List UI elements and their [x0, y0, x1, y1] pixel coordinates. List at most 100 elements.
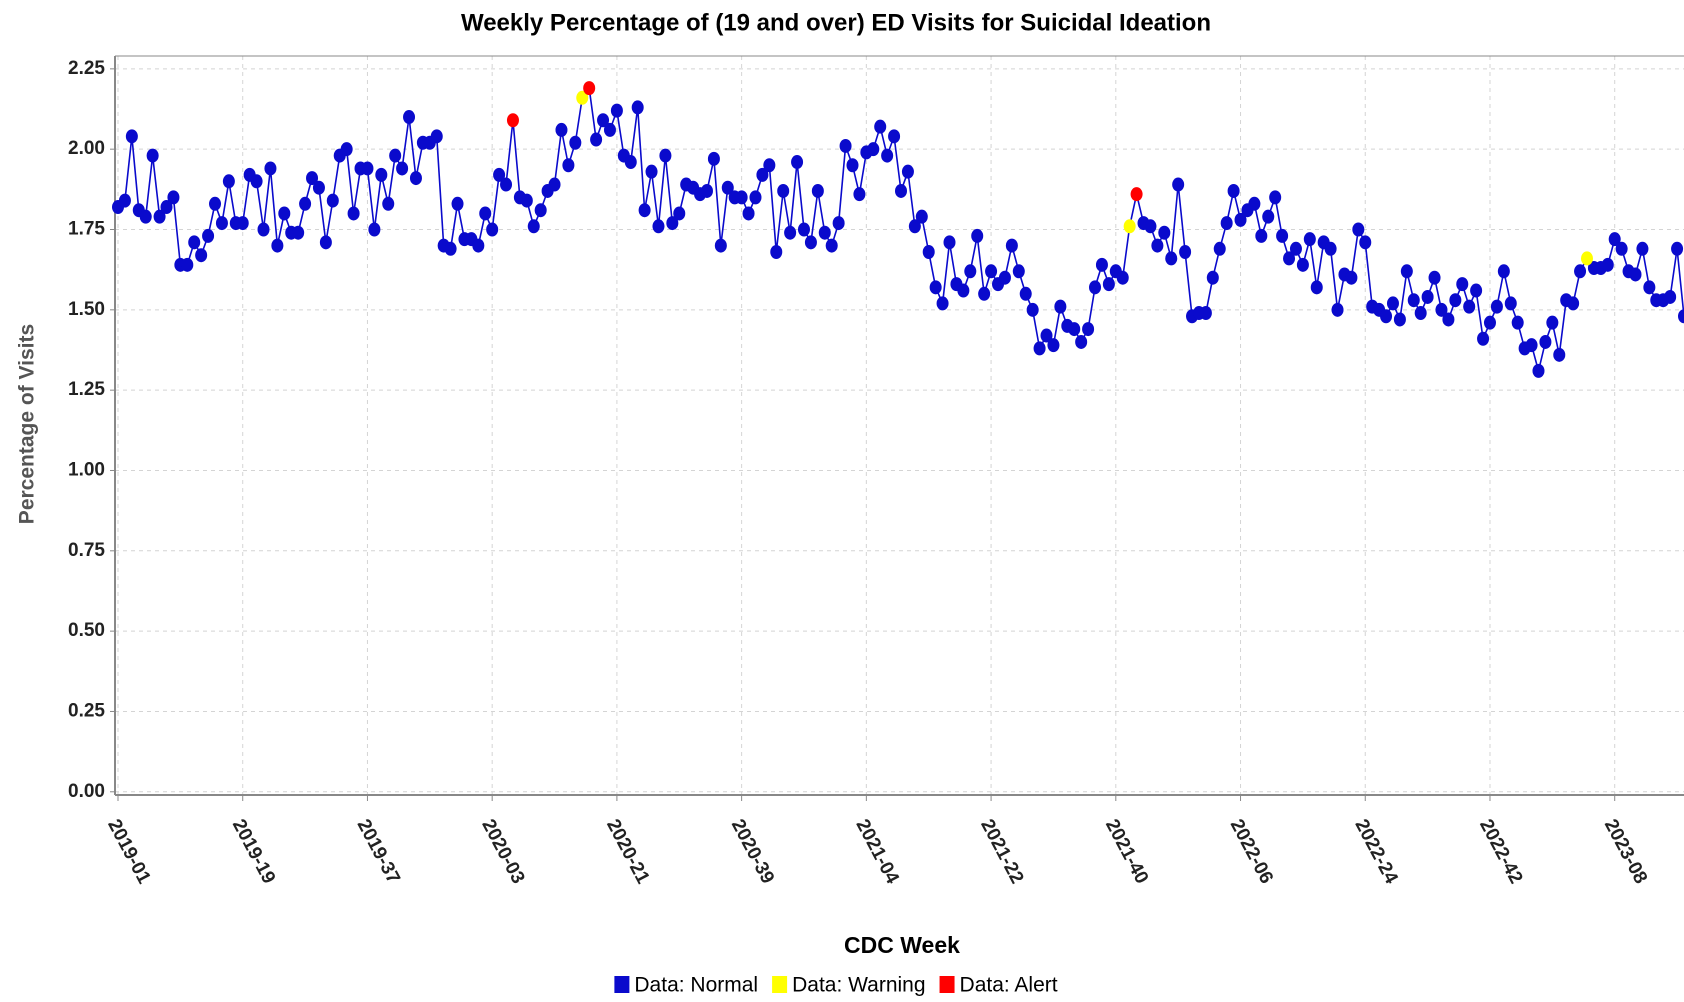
data-point — [1490, 299, 1503, 314]
data-point — [375, 167, 388, 182]
data-point — [361, 161, 374, 176]
data-point — [1470, 283, 1483, 298]
data-point — [562, 158, 575, 173]
x-tick-label: 2020-39 — [727, 816, 778, 887]
data-point — [1532, 363, 1545, 378]
data-point — [784, 225, 797, 240]
data-point — [1130, 187, 1143, 202]
x-tick-label: 2021-22 — [976, 816, 1027, 887]
data-point — [825, 238, 838, 253]
data-point — [271, 238, 284, 253]
data-point — [1386, 296, 1399, 311]
data-point — [1483, 315, 1496, 330]
data-point — [700, 183, 713, 198]
data-point — [188, 235, 201, 250]
data-point — [312, 180, 325, 195]
data-point — [576, 90, 589, 105]
data-point — [853, 187, 866, 202]
data-point — [1102, 277, 1115, 292]
data-point — [534, 203, 547, 218]
data-point — [222, 174, 235, 189]
data-point — [236, 216, 249, 231]
data-point — [1303, 232, 1316, 247]
data-point — [264, 161, 277, 176]
data-point — [707, 151, 720, 166]
data-point — [1671, 241, 1684, 256]
data-point — [638, 203, 651, 218]
data-point — [278, 206, 291, 221]
data-point — [846, 158, 859, 173]
data-point — [1359, 235, 1372, 250]
data-point — [1276, 228, 1289, 243]
data-point — [964, 264, 977, 279]
legend-swatch — [939, 976, 955, 993]
data-point — [215, 216, 228, 231]
data-point — [1643, 280, 1656, 295]
data-point — [1158, 225, 1171, 240]
data-point — [1123, 219, 1136, 234]
data-point — [1262, 209, 1275, 224]
data-point — [1026, 302, 1039, 317]
data-point — [1213, 241, 1226, 256]
data-point — [1151, 238, 1164, 253]
data-point — [1054, 299, 1067, 314]
data-point — [1144, 219, 1157, 234]
y-tick-label: 1.75 — [68, 219, 105, 240]
data-point — [1165, 251, 1178, 266]
data-point — [645, 164, 658, 179]
data-point — [756, 167, 769, 182]
x-tick-label: 2022-42 — [1475, 816, 1526, 887]
data-point — [874, 119, 887, 134]
data-point — [209, 196, 222, 211]
data-point — [506, 113, 519, 128]
data-point — [721, 180, 734, 195]
data-point — [770, 244, 783, 259]
data-point — [971, 228, 984, 243]
data-point — [1019, 286, 1032, 301]
data-point — [1352, 222, 1365, 237]
data-point — [1068, 322, 1081, 337]
data-point — [125, 129, 138, 144]
data-point — [867, 142, 880, 157]
data-point — [652, 219, 665, 234]
y-axis-label: Percentage of Visits — [16, 324, 39, 524]
data-point — [493, 167, 506, 182]
data-point — [1435, 302, 1448, 317]
data-point — [548, 177, 561, 192]
data-point — [500, 177, 513, 192]
data-point — [597, 113, 610, 128]
x-axis-label: CDC Week — [844, 932, 960, 958]
data-point — [1449, 293, 1462, 308]
data-point — [1012, 264, 1025, 279]
data-point — [985, 264, 998, 279]
data-point — [555, 122, 568, 137]
data-point — [326, 193, 339, 208]
data-point — [1608, 232, 1621, 247]
data-point — [936, 296, 949, 311]
data-point — [888, 129, 901, 144]
data-point — [1116, 270, 1129, 285]
data-point — [1033, 341, 1046, 356]
data-point — [908, 219, 921, 234]
y-tick-label: 2.25 — [68, 58, 105, 79]
data-point — [1414, 306, 1427, 321]
data-point — [714, 238, 727, 253]
data-point — [195, 248, 208, 263]
data-point — [1400, 264, 1413, 279]
data-point — [804, 235, 817, 250]
x-tick-label: 2020-21 — [602, 816, 653, 888]
data-point — [1615, 241, 1628, 256]
data-point — [479, 206, 492, 221]
data-point — [1407, 293, 1420, 308]
data-point — [382, 196, 395, 211]
x-tick-label: 2019-37 — [353, 816, 404, 887]
data-point — [1580, 251, 1593, 266]
data-point — [881, 148, 894, 163]
data-point — [1324, 241, 1337, 256]
data-point — [1234, 212, 1247, 227]
data-point — [957, 283, 970, 298]
legend-label: Data: Alert — [960, 974, 1058, 997]
data-point — [1095, 257, 1108, 272]
